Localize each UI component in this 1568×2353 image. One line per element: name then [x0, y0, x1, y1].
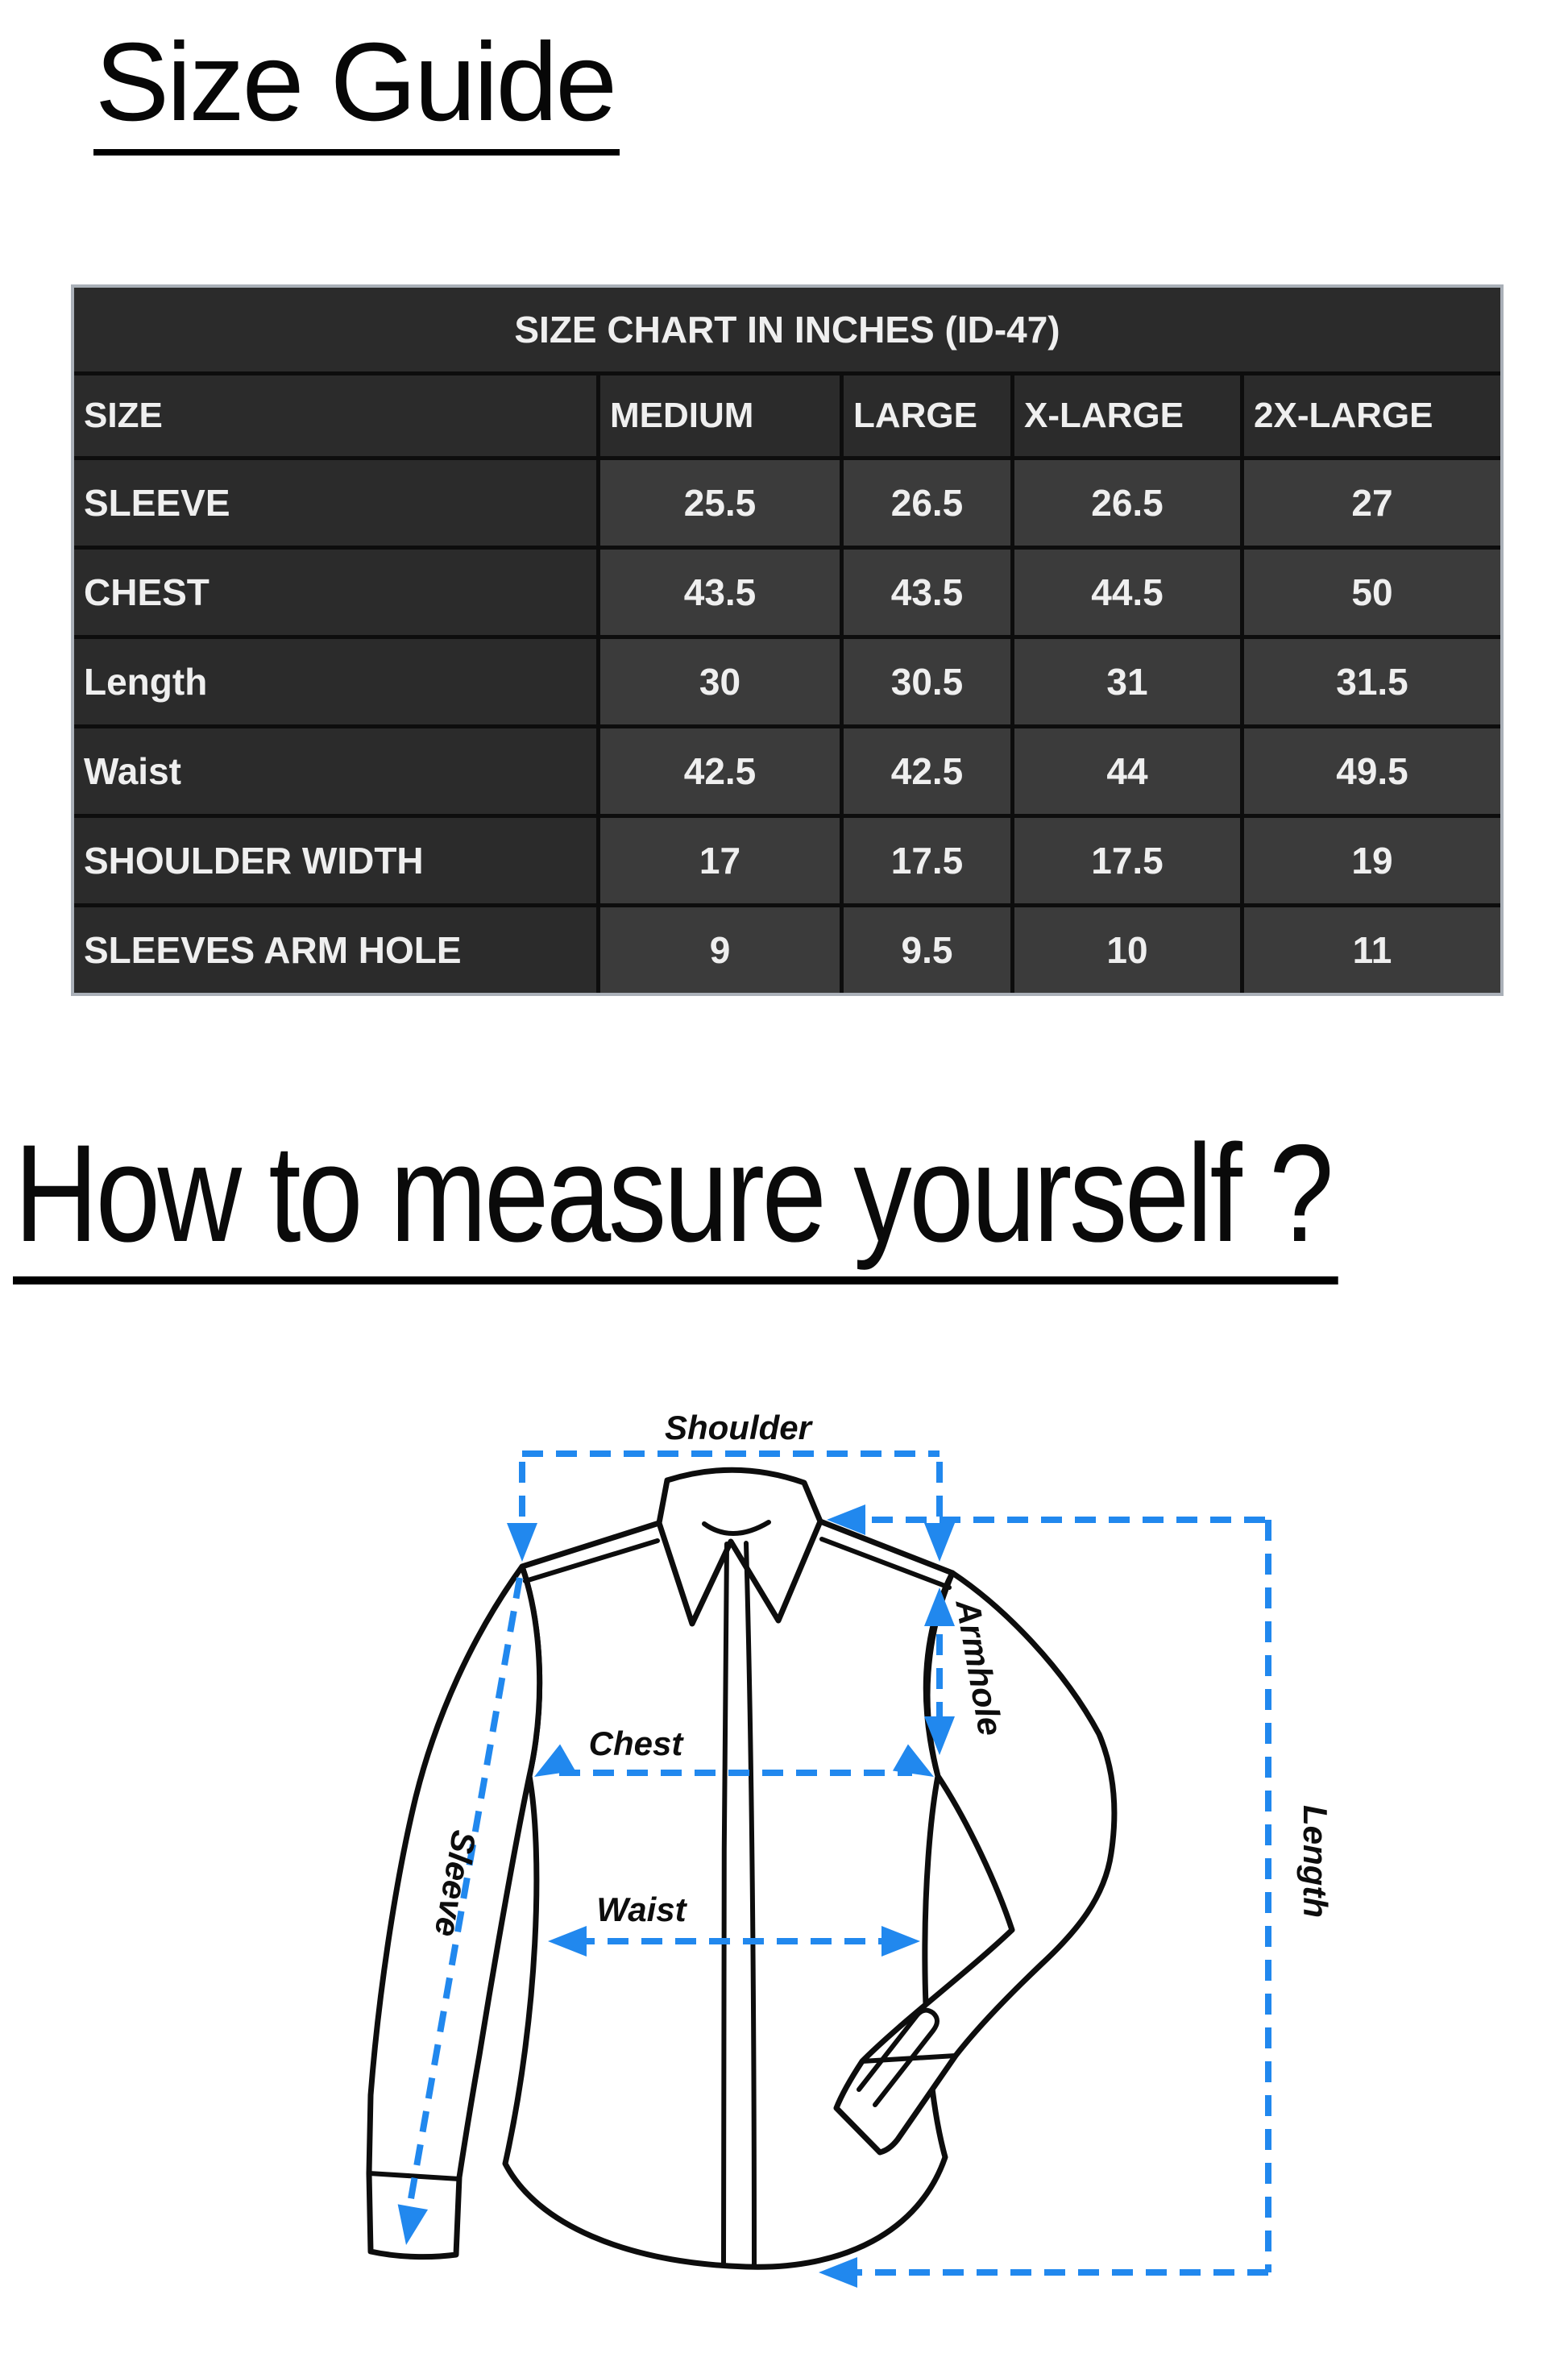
row-label-sleeve: SLEEVE [74, 460, 596, 546]
arrow-waist-left [548, 1926, 587, 1957]
table-cell: 31.5 [1244, 639, 1500, 724]
table-cell: 30.5 [844, 639, 1010, 724]
arrow-length-top [827, 1504, 865, 1535]
row-label-chest: CHEST [74, 550, 596, 635]
label-chest: Chest [589, 1724, 685, 1762]
page-title: Size Guide [93, 24, 620, 156]
arrow-chest-left [534, 1744, 576, 1777]
table-cell: 44 [1014, 728, 1240, 814]
row-label-sleeves-arm-hole: SLEEVES ARM HOLE [74, 907, 596, 993]
size-chart-table: SIZE CHART IN INCHES (ID-47) SIZE MEDIUM… [71, 284, 1504, 996]
row-label-waist: Waist [74, 728, 596, 814]
placket-left-line [721, 1542, 729, 2265]
shirt-right-sleeve [833, 1570, 1118, 2156]
collar-inner-line [702, 1520, 771, 1536]
table-cell: 17.5 [844, 818, 1010, 903]
table-cell: 10 [1014, 907, 1240, 993]
table-cell: 31 [1014, 639, 1240, 724]
table-cell: 9.5 [844, 907, 1010, 993]
shirt-collar [656, 1467, 823, 1627]
table-cell: 26.5 [1014, 460, 1240, 546]
measurement-arrowheads [397, 1504, 955, 2288]
table-cell: 43.5 [600, 550, 840, 635]
right-yoke-seam [819, 1537, 952, 1590]
column-header-size: SIZE [74, 376, 596, 456]
column-header-large: LARGE [844, 376, 1010, 456]
table-cell: 27 [1244, 460, 1500, 546]
table-cell: 11 [1244, 907, 1500, 993]
label-shoulder: Shoulder [665, 1409, 814, 1446]
table-cell: 17 [600, 818, 840, 903]
left-cuff-line [367, 2171, 462, 2181]
shirt-left-sleeve [366, 1563, 543, 2260]
arrow-armhole-down [924, 1716, 955, 1755]
arrow-shoulder-right [924, 1523, 955, 1562]
table-cell: 19 [1244, 818, 1500, 903]
row-label-length: Length [74, 639, 596, 724]
arrow-armhole-up [924, 1587, 955, 1626]
arrow-length-bottom [819, 2257, 857, 2288]
column-header-medium: MEDIUM [600, 376, 840, 456]
size-chart-title: SIZE CHART IN INCHES (ID-47) [74, 288, 1500, 371]
measurement-lines [406, 1450, 1271, 2276]
table-cell: 44.5 [1014, 550, 1240, 635]
table-cell: 26.5 [844, 460, 1010, 546]
arrow-waist-right [881, 1926, 920, 1957]
column-header-x-large: X-LARGE [1014, 376, 1240, 456]
table-cell: 17.5 [1014, 818, 1240, 903]
shirt-outline-drawing [366, 1467, 1118, 2270]
table-cell: 49.5 [1244, 728, 1500, 814]
table-cell: 9 [600, 907, 840, 993]
row-label-shoulder-width: SHOULDER WIDTH [74, 818, 596, 903]
label-waist: Waist [596, 1890, 687, 1928]
sleeve-measure-line [406, 1577, 523, 2209]
shirt-body [502, 1507, 956, 2270]
right-sleeve-placket [857, 2007, 940, 2107]
arrow-sleeve-end [397, 2204, 429, 2245]
how-to-measure-title: How to measure yourself ? [13, 1120, 1338, 1285]
table-cell: 50 [1244, 550, 1500, 635]
table-cell: 42.5 [844, 728, 1010, 814]
label-length: Length [1296, 1805, 1334, 1918]
table-cell: 30 [600, 639, 840, 724]
table-cell: 42.5 [600, 728, 840, 814]
column-header-2x-large: 2X-LARGE [1244, 376, 1500, 456]
left-yoke-seam [523, 1538, 660, 1583]
shirt-measurement-diagram: Shoulder Chest Waist Armhole Sleeve Leng… [366, 1409, 1334, 2288]
arrow-chest-right [892, 1744, 934, 1777]
placket-right-line [744, 1541, 757, 2268]
arrow-shoulder-left [507, 1523, 537, 1562]
table-cell: 25.5 [600, 460, 840, 546]
table-cell: 43.5 [844, 550, 1010, 635]
